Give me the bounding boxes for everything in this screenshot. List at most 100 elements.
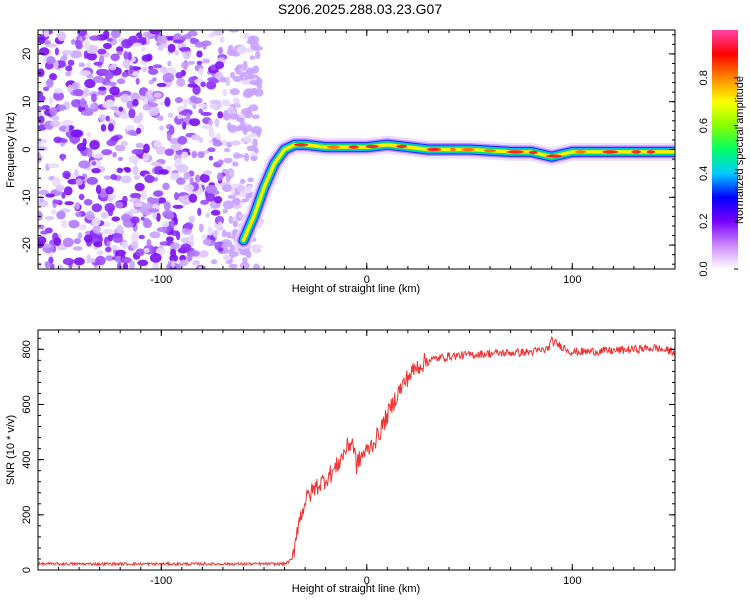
noise-blob xyxy=(147,196,154,203)
noise-blob xyxy=(167,60,172,67)
noise-blob xyxy=(106,37,113,42)
noise-blob xyxy=(104,71,114,80)
noise-blob xyxy=(60,138,68,144)
noise-blob xyxy=(249,80,260,86)
noise-blob xyxy=(120,175,132,184)
noise-blob xyxy=(148,68,159,75)
x-tick-label: -100 xyxy=(150,274,172,286)
noise-blob xyxy=(47,163,60,169)
noise-blob xyxy=(221,229,227,238)
noise-blob xyxy=(197,151,205,159)
noise-blob xyxy=(62,257,75,266)
noise-blob xyxy=(45,193,56,198)
noise-blob xyxy=(159,125,165,131)
noise-blob xyxy=(221,184,232,192)
noise-blob xyxy=(46,78,54,88)
noise-blob xyxy=(86,254,91,264)
noise-blob xyxy=(92,225,101,234)
noise-blob xyxy=(46,56,56,65)
noise-blob xyxy=(236,45,248,55)
ridge-peak xyxy=(646,150,656,154)
noise-blob xyxy=(70,39,76,45)
noise-blob xyxy=(169,242,181,250)
x-tick-label: 0 xyxy=(364,575,370,587)
noise-blob xyxy=(127,129,137,136)
y-tick-label: 20 xyxy=(21,48,33,60)
noise-blob xyxy=(57,31,67,42)
noise-blob xyxy=(214,215,225,225)
noise-blob xyxy=(110,30,121,39)
noise-blob xyxy=(86,52,98,61)
noise-blob xyxy=(104,202,116,213)
noise-blob xyxy=(56,264,64,269)
noise-blob xyxy=(156,227,168,233)
noise-blob xyxy=(38,68,45,77)
noise-blob xyxy=(131,232,140,242)
noise-blob xyxy=(72,246,83,251)
noise-blob xyxy=(102,42,112,50)
noise-blob xyxy=(105,81,117,87)
noise-blob xyxy=(118,106,124,112)
noise-blob xyxy=(152,190,163,197)
noise-blob xyxy=(142,152,150,162)
noise-blob xyxy=(155,145,167,155)
noise-blob xyxy=(246,145,258,152)
noise-blob xyxy=(142,66,148,73)
noise-blob xyxy=(152,261,160,269)
noise-blob xyxy=(144,217,150,226)
noise-blob xyxy=(44,215,55,221)
noise-blob xyxy=(43,86,50,92)
noise-blob xyxy=(77,232,83,239)
y-tick-label: 600 xyxy=(21,395,33,413)
noise-blob xyxy=(249,55,256,60)
noise-blob xyxy=(194,174,201,183)
y-tick-label: 0 xyxy=(21,146,33,152)
noise-blob xyxy=(49,73,57,81)
noise-blob xyxy=(131,148,144,155)
noise-blob xyxy=(228,170,235,177)
noise-blob xyxy=(101,149,113,156)
snr-frame xyxy=(37,329,676,571)
noise-blob xyxy=(68,219,80,229)
noise-blob xyxy=(63,186,73,196)
noise-blob xyxy=(203,170,213,176)
noise-blob xyxy=(64,201,74,206)
noise-blob xyxy=(238,123,248,131)
noise-cloud xyxy=(38,30,265,269)
noise-blob xyxy=(141,46,146,52)
noise-blob xyxy=(143,143,150,154)
noise-blob xyxy=(229,88,240,96)
noise-blob xyxy=(223,147,230,153)
noise-blob xyxy=(93,241,103,248)
noise-blob xyxy=(156,82,167,88)
noise-blob xyxy=(148,79,154,85)
noise-blob xyxy=(183,171,191,180)
noise-blob xyxy=(95,255,106,266)
noise-blob xyxy=(86,132,92,138)
noise-blob xyxy=(208,155,214,161)
noise-blob xyxy=(38,152,42,163)
noise-blob xyxy=(117,156,123,162)
noise-blob xyxy=(91,203,103,213)
noise-blob xyxy=(75,211,82,217)
noise-blob xyxy=(232,97,239,104)
noise-blob xyxy=(98,86,107,91)
y-tick-label: -20 xyxy=(21,237,33,253)
noise-blob xyxy=(152,64,163,69)
noise-blob xyxy=(175,177,186,185)
noise-blob xyxy=(89,139,100,150)
noise-blob xyxy=(247,88,260,95)
noise-blob xyxy=(174,97,184,103)
noise-blob xyxy=(246,106,251,114)
colorbar-tick-label: 0.6 xyxy=(698,118,710,133)
noise-blob xyxy=(100,211,109,219)
noise-blob xyxy=(172,39,184,44)
noise-blob xyxy=(189,118,201,127)
noise-blob xyxy=(200,111,212,117)
noise-blob xyxy=(146,238,152,249)
noise-blob xyxy=(70,129,83,138)
noise-blob xyxy=(162,72,175,83)
noise-blob xyxy=(83,198,93,206)
noise-blob xyxy=(188,215,196,224)
